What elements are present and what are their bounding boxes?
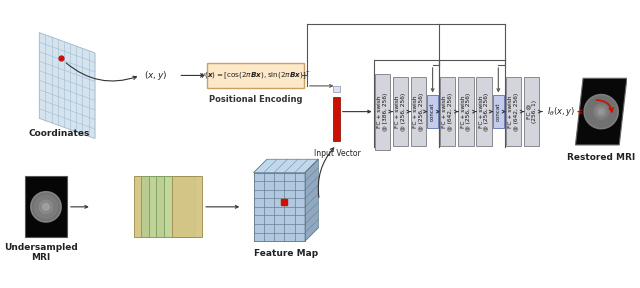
Polygon shape	[31, 192, 61, 222]
Polygon shape	[599, 109, 604, 114]
Polygon shape	[596, 107, 606, 116]
FancyBboxPatch shape	[164, 176, 195, 237]
Text: Restored MRI: Restored MRI	[567, 153, 636, 162]
FancyArrowPatch shape	[66, 63, 136, 81]
FancyBboxPatch shape	[428, 95, 438, 128]
FancyBboxPatch shape	[134, 176, 164, 237]
FancyBboxPatch shape	[25, 176, 67, 237]
FancyArrowPatch shape	[318, 148, 333, 198]
FancyBboxPatch shape	[172, 176, 202, 237]
Text: $I_{\theta}(x, y)$: $I_{\theta}(x, y)$	[547, 105, 575, 118]
Polygon shape	[43, 204, 49, 210]
FancyBboxPatch shape	[392, 77, 408, 146]
Polygon shape	[305, 159, 318, 241]
Polygon shape	[584, 94, 618, 129]
Text: Coordinates: Coordinates	[29, 129, 90, 138]
FancyBboxPatch shape	[476, 77, 492, 146]
FancyBboxPatch shape	[141, 176, 172, 237]
Polygon shape	[589, 99, 614, 124]
Text: FC + swish
@ (256, 256): FC + swish @ (256, 256)	[479, 92, 490, 131]
Text: Input Vector: Input Vector	[314, 149, 361, 158]
Text: Undersampled
MRI: Undersampled MRI	[4, 243, 78, 262]
FancyArrowPatch shape	[596, 100, 613, 112]
Polygon shape	[253, 159, 318, 173]
FancyBboxPatch shape	[506, 77, 521, 146]
Text: FC + swish
@ (256, 256): FC + swish @ (256, 256)	[413, 92, 424, 131]
Polygon shape	[39, 33, 95, 139]
FancyBboxPatch shape	[333, 86, 340, 92]
FancyBboxPatch shape	[374, 73, 390, 150]
Text: FC + swish
@ [386, 256): FC + swish @ [386, 256)	[377, 92, 388, 131]
FancyBboxPatch shape	[493, 95, 504, 128]
Text: concat: concat	[496, 102, 501, 121]
Text: concat: concat	[430, 102, 435, 121]
FancyBboxPatch shape	[156, 176, 187, 237]
Polygon shape	[35, 196, 58, 218]
Text: FC + swish
@ (642, 256): FC + swish @ (642, 256)	[508, 92, 519, 131]
Polygon shape	[593, 104, 609, 119]
Text: FC + swish
@ (256, 256): FC + swish @ (256, 256)	[461, 92, 471, 131]
Text: $\gamma(\boldsymbol{x})=[\cos(2\pi\boldsymbol{B}\boldsymbol{x}),\sin(2\pi\boldsy: $\gamma(\boldsymbol{x})=[\cos(2\pi\bolds…	[200, 69, 311, 82]
FancyBboxPatch shape	[333, 97, 340, 141]
Text: Feature Map: Feature Map	[254, 249, 318, 258]
Text: FC + swish
@ (256, 256): FC + swish @ (256, 256)	[395, 92, 406, 131]
FancyBboxPatch shape	[458, 77, 474, 146]
Polygon shape	[575, 78, 627, 145]
Text: Positional Encoding: Positional Encoding	[209, 95, 302, 105]
Text: $(x, y)$: $(x, y)$	[144, 69, 168, 82]
Polygon shape	[253, 173, 305, 241]
FancyBboxPatch shape	[149, 176, 179, 237]
FancyBboxPatch shape	[411, 77, 426, 146]
Text: FC + swish
@ (642, 256): FC + swish @ (642, 256)	[442, 92, 453, 131]
FancyBboxPatch shape	[207, 62, 303, 88]
Text: FC @
(256, 1): FC @ (256, 1)	[526, 100, 537, 123]
Polygon shape	[39, 200, 52, 213]
FancyBboxPatch shape	[524, 77, 540, 146]
FancyBboxPatch shape	[440, 77, 456, 146]
